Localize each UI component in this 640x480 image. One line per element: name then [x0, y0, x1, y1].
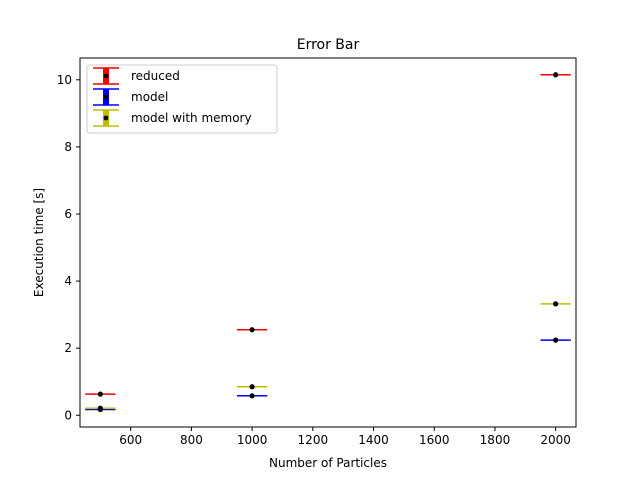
legend-marker	[103, 115, 109, 121]
x-ticks: 600 800 1000 1200 1400 1600 1800 2000	[119, 427, 571, 447]
x-tick-label: 800	[180, 433, 203, 447]
legend-handle-model	[93, 88, 119, 106]
legend-marker	[103, 94, 109, 100]
legend-label-reduced: reduced	[131, 69, 180, 83]
data-point-model-with-memory	[553, 301, 559, 307]
data-point-model	[553, 337, 559, 343]
legend-marker	[103, 73, 109, 79]
x-tick-label: 1200	[298, 433, 329, 447]
y-tick-label: 6	[64, 207, 72, 221]
data-point-reduced	[97, 391, 103, 397]
data-point-model-with-memory	[97, 405, 103, 411]
data-point-reduced	[553, 72, 559, 78]
y-tick-label: 8	[64, 140, 72, 154]
x-tick-label: 2000	[540, 433, 571, 447]
x-tick-label: 600	[119, 433, 142, 447]
y-tick-label: 2	[64, 341, 72, 355]
data-point-reduced	[249, 327, 255, 333]
y-ticks: 0 2 4 6 8 10	[57, 73, 80, 422]
y-tick-label: 4	[64, 274, 72, 288]
x-tick-label: 1800	[480, 433, 511, 447]
legend-label-model: model	[131, 90, 168, 104]
x-tick-label: 1400	[358, 433, 389, 447]
y-tick-label: 10	[57, 73, 72, 87]
legend-label-model-with-memory: model with memory	[131, 111, 252, 125]
x-tick-label: 1600	[419, 433, 450, 447]
x-tick-label: 1000	[237, 433, 268, 447]
plot-area	[85, 72, 571, 413]
data-point-model	[249, 393, 255, 399]
legend: reduced model model with memory	[86, 64, 278, 134]
data-point-model-with-memory	[249, 384, 255, 390]
y-axis-label: Execution time [s]	[32, 188, 46, 297]
y-tick-label: 0	[64, 408, 72, 422]
legend-handle-reduced	[93, 67, 119, 85]
x-axis-label: Number of Particles	[269, 456, 387, 470]
legend-handle-model-with-memory	[93, 109, 119, 127]
axes-frame	[79, 57, 577, 428]
chart-title: Error Bar	[297, 37, 360, 53]
legend-frame	[86, 64, 278, 134]
